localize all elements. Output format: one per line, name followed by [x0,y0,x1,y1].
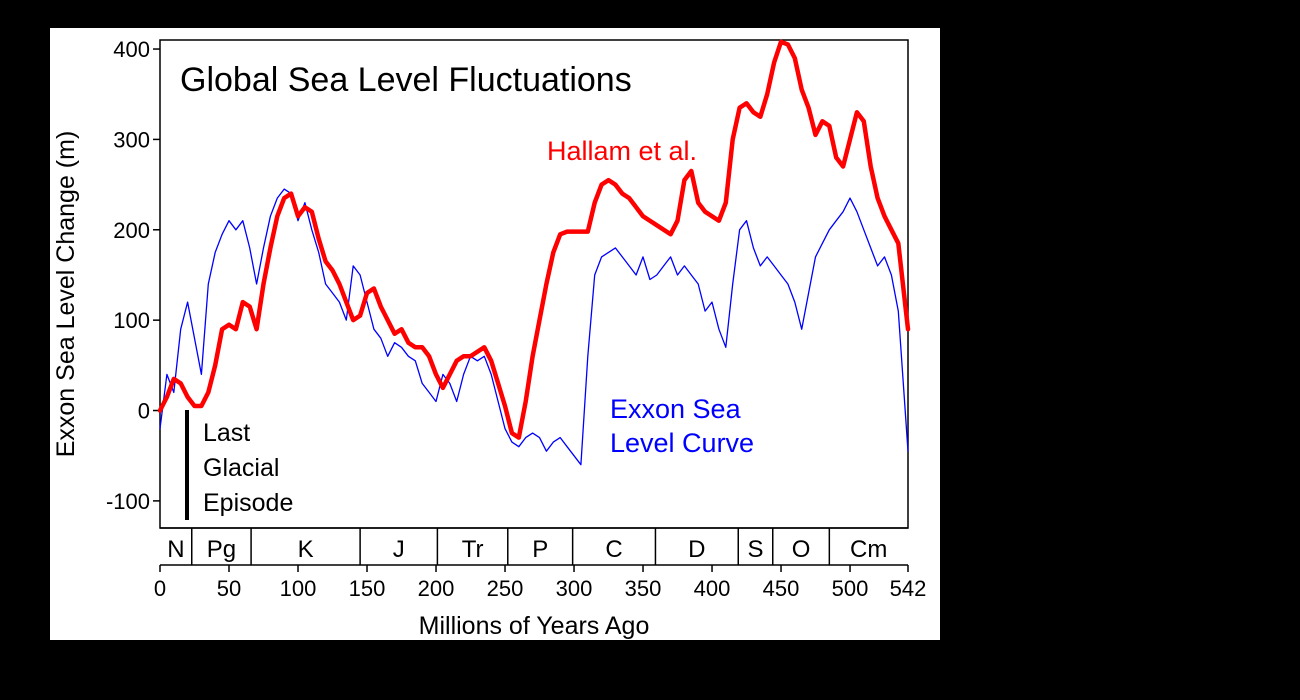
y-tick-label: 200 [113,218,150,243]
x-tick-label: 450 [763,576,800,601]
exxon-label-line2: Level Curve [610,428,754,458]
y-tick-label: -100 [106,489,150,514]
y-tick-label: 400 [113,37,150,62]
period-label: Tr [462,536,484,563]
exxon-series-line [159,188,909,466]
period-label: K [298,536,314,563]
period-label: N [167,536,184,563]
x-tick-label: 100 [280,576,317,601]
period-label: J [393,536,405,563]
hallam-series-line [157,39,911,440]
period-label: P [532,536,548,563]
y-axis-label: Exxon Sea Level Change (m) [52,131,80,458]
period-label: Pg [207,536,236,563]
x-tick-label: 542 [890,576,927,601]
exxon-label-line1: Exxon Sea [610,394,742,424]
period-label: C [605,536,622,563]
x-tick-label: 200 [418,576,455,601]
sea-level-chart: -100 0 100 200 300 400 0 50 100 150 200 250 300 350 4… [52,37,927,640]
y-tick-label: 300 [113,127,150,152]
chart-title: Global Sea Level Fluctuations [180,61,632,99]
period-label: D [688,536,705,563]
period-label: O [792,536,811,563]
hallam-label: Hallam et al. [547,136,697,166]
glacial-label-line1: Last [203,419,250,447]
x-tick-label: 150 [349,576,386,601]
y-tick-label: 100 [113,308,150,333]
x-tick-label: 350 [625,576,662,601]
x-tick-label: 500 [832,576,869,601]
chart-panel: -100 0 100 200 300 400 0 50 100 150 200 250 300 350 4… [50,28,940,640]
x-tick-label: 50 [217,576,241,601]
x-tick-label: 300 [556,576,593,601]
x-tick-label: 400 [694,576,731,601]
period-label: Cm [850,536,887,563]
x-tick-label: 0 [154,576,166,601]
glacial-label-line2: Glacial [203,454,279,482]
y-tick-label: 0 [138,399,150,424]
x-tick-label: 250 [487,576,524,601]
period-label: S [747,536,763,563]
x-axis-label: Millions of Years Ago [419,612,650,640]
glacial-label-line3: Episode [203,489,293,517]
